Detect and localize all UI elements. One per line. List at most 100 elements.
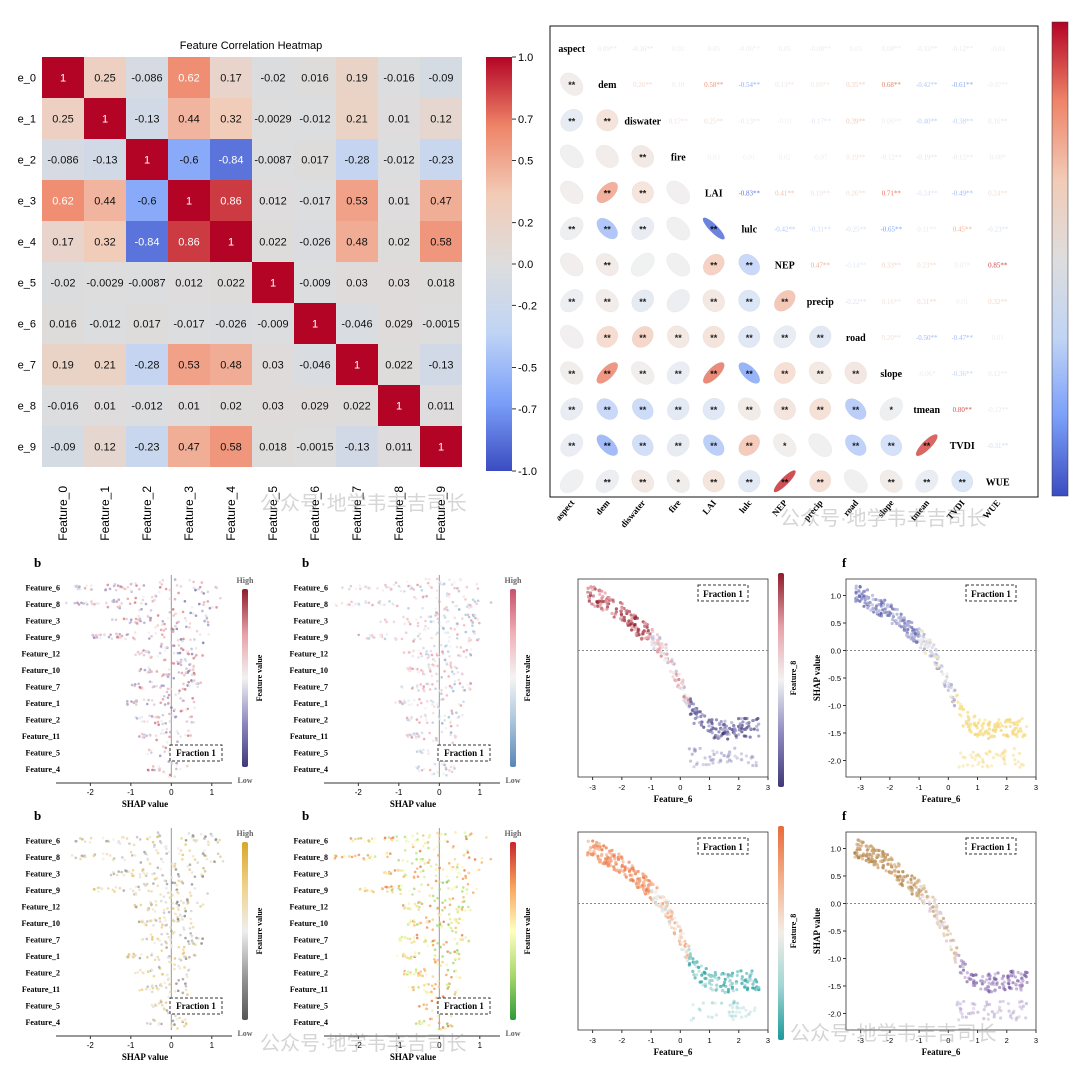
matrix-corr-ellipse — [738, 325, 761, 348]
y-tick-label: 0.0 — [831, 900, 841, 909]
shap-point — [181, 882, 185, 885]
shap-point — [453, 581, 456, 584]
shap-point — [83, 587, 87, 590]
shap-point — [162, 908, 166, 912]
shap-point — [437, 854, 440, 857]
heatmap-cell-value: 1 — [270, 278, 276, 290]
shap-point — [107, 635, 111, 639]
shap-point — [431, 928, 435, 932]
shap-point — [466, 683, 469, 687]
dependence-point — [916, 630, 920, 634]
shap-point — [147, 631, 151, 634]
dependence-point — [890, 607, 895, 611]
shap-point — [174, 693, 177, 696]
dependence-point — [990, 1010, 994, 1014]
heatmap-cell-fill — [42, 221, 84, 262]
dependence-point — [884, 869, 888, 873]
shap-point — [154, 984, 158, 988]
shap-point — [146, 955, 149, 959]
dependence-point — [863, 589, 867, 593]
significance-mark: ** — [781, 297, 789, 307]
matrix-corr-ellipse — [738, 289, 761, 312]
shap-point — [405, 839, 408, 843]
shap-point — [208, 606, 212, 610]
shap-point — [439, 582, 442, 586]
shap-point — [183, 1024, 186, 1028]
shap-point — [138, 956, 142, 960]
shap-point — [461, 877, 465, 881]
shap-point — [421, 859, 425, 863]
dependence-point — [730, 1006, 735, 1010]
dependence-point — [641, 873, 646, 877]
dependence-point — [635, 879, 640, 883]
shap-point — [195, 629, 199, 633]
dependence-point — [597, 857, 602, 862]
dependence-point — [620, 855, 624, 859]
dependence-point — [693, 749, 697, 753]
heatmap-cell-value: 1 — [186, 196, 192, 208]
dependence-point — [999, 754, 1003, 758]
dependence-point — [968, 1012, 973, 1016]
shap-point — [348, 603, 351, 607]
shap-point — [64, 601, 68, 605]
matrix-corr-ellipse — [632, 326, 654, 348]
shap-point — [216, 841, 220, 844]
dependence-point — [985, 763, 989, 768]
dependence-point — [930, 645, 934, 650]
shap-point — [428, 1023, 431, 1027]
heatmap-cell-fill — [336, 262, 378, 303]
dependence-point — [992, 1015, 996, 1019]
shap-point — [134, 905, 138, 909]
shap-point — [459, 654, 462, 658]
shap-point — [450, 975, 453, 979]
dependence-point — [713, 1001, 717, 1005]
shap-point — [403, 936, 407, 940]
shap-point — [165, 847, 168, 851]
shap-point — [448, 917, 452, 921]
heatmap-row-label: e_3 — [18, 196, 36, 208]
dependence-point — [719, 984, 723, 989]
matrix-corr-value: -0.24** — [916, 189, 938, 197]
shap-point — [133, 903, 137, 907]
dependence-point — [623, 865, 627, 869]
shap-point — [169, 687, 172, 691]
shap-point — [453, 627, 457, 631]
shap-point — [188, 863, 192, 866]
shap-point — [129, 850, 133, 854]
shap-point — [431, 721, 435, 724]
shap-point — [456, 949, 459, 952]
shap-point — [168, 610, 172, 614]
shap-point — [169, 926, 172, 929]
shap-point — [387, 585, 391, 589]
heatmap-cell: -0.84 — [210, 139, 252, 180]
shap-point — [200, 581, 204, 584]
dependence-point — [680, 947, 684, 951]
significance-mark: ** — [604, 369, 612, 379]
heatmap-cell-fill — [378, 426, 420, 467]
matrix-axis-label: fire — [667, 498, 683, 515]
shap-point — [370, 837, 374, 840]
matrix-corr-ellipse — [808, 433, 833, 457]
heatmap-cell: -0.09 — [420, 57, 462, 98]
shap-point — [357, 837, 360, 840]
shap-point — [415, 867, 419, 870]
shap-point — [115, 600, 118, 603]
heatmap-cell-fill — [252, 385, 294, 426]
matrix-corr-value: -0.42** — [916, 81, 938, 89]
dependence-point — [1002, 980, 1006, 984]
shap-point — [204, 614, 208, 617]
shap-point — [158, 917, 162, 920]
shap-point — [190, 673, 194, 677]
shap-point — [93, 602, 96, 606]
shap-point — [469, 682, 472, 685]
shap-point — [138, 888, 141, 892]
shap-point — [189, 894, 193, 897]
shap-point — [179, 735, 182, 738]
shap-point — [180, 837, 183, 840]
dependence-point — [668, 922, 672, 926]
shap-point — [154, 734, 158, 737]
shap-point — [136, 970, 140, 974]
shap-point — [450, 670, 454, 673]
shap-point — [167, 1011, 170, 1015]
heatmap-cell: 1 — [420, 426, 462, 467]
